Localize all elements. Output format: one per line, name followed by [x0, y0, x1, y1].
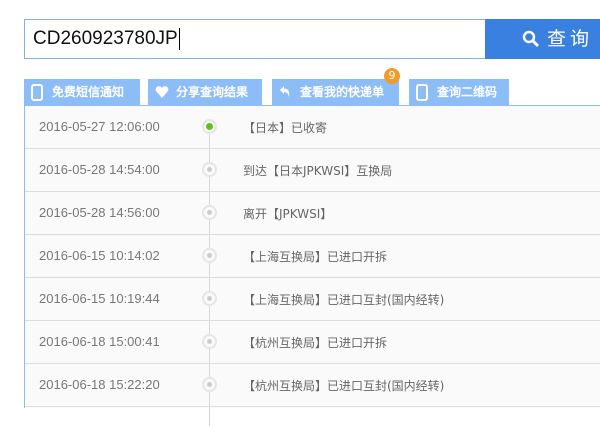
- timeline-dot-icon: [202, 162, 217, 177]
- event-description: 离开【JPKWSI】: [243, 207, 333, 221]
- event-description: 【上海互换局】已进口互封(国内经转): [243, 293, 445, 307]
- order-count-badge: 9: [384, 68, 400, 84]
- search-button-label: 查询: [547, 28, 594, 50]
- tab-qrcode[interactable]: 查询二维码: [409, 79, 509, 105]
- timeline-dot-icon: [202, 334, 217, 349]
- heart-icon: [155, 86, 169, 98]
- tab-my-orders[interactable]: 查看我的快递单: [272, 79, 399, 105]
- event-description: 【杭州互换局】已进口开拆: [243, 336, 388, 350]
- event-time: 2016-06-15 10:19:44: [39, 291, 160, 306]
- event-time: 2016-06-15 10:14:02: [39, 248, 160, 263]
- tab-share-result[interactable]: 分享查询结果: [148, 79, 262, 105]
- event-description: 到达【日本JPKWSI】互换局: [243, 164, 393, 178]
- event-time: 2016-05-28 14:56:00: [39, 205, 160, 220]
- timeline-event: 2016-06-18 15:00:41 【杭州互换局】已进口开拆: [25, 321, 600, 364]
- tab-sms-notify[interactable]: 免费短信通知: [24, 79, 140, 105]
- input-value: CD260923780JP: [33, 28, 178, 49]
- tracking-timeline: 2016-05-27 12:06:00 【日本】已收寄 2016-05-28 14:…: [24, 105, 600, 426]
- event-description: 【上海互换局】已进口开拆: [243, 250, 388, 264]
- text-caret: [178, 27, 180, 50]
- event-description: 【日本】已收寄: [243, 121, 328, 135]
- timeline-event: 2016-05-28 14:56:00 离开【JPKWSI】: [25, 192, 600, 235]
- tab-label: 查询二维码: [437, 85, 498, 99]
- timeline-dot-icon: [202, 119, 217, 134]
- timeline-event: 2016-06-15 10:19:44 【上海互换局】已进口互封(国内经转): [25, 278, 600, 321]
- timeline-event: 2016-06-18 15:22:20 【杭州互换局】已进口互封(国内经转): [25, 364, 600, 407]
- event-time: 2016-05-28 14:54:00: [39, 162, 160, 177]
- search-icon: [522, 30, 540, 48]
- timeline-dot-icon: [202, 205, 217, 220]
- event-time: 2016-06-18 15:22:20: [39, 377, 160, 392]
- tab-label: 免费短信通知: [52, 85, 125, 99]
- event-time: 2016-05-27 12:06:00: [39, 119, 160, 134]
- search-button[interactable]: 查询: [485, 19, 600, 59]
- timeline-event: 2016-05-27 12:06:00 【日本】已收寄: [25, 106, 600, 149]
- event-description: 【杭州互换局】已进口互封(国内经转): [243, 379, 445, 393]
- tracking-number-input[interactable]: CD260923780JP: [24, 19, 486, 59]
- timeline-line: [209, 126, 210, 426]
- phone-icon: [416, 84, 428, 101]
- tab-label: 分享查询结果: [176, 85, 249, 99]
- timeline-dot-icon: [202, 377, 217, 392]
- event-time: 2016-06-18 15:00:41: [39, 334, 160, 349]
- reply-icon: [280, 86, 290, 97]
- timeline-event: 2016-05-28 14:54:00 到达【日本JPKWSI】互换局: [25, 149, 600, 192]
- timeline-dot-icon: [202, 291, 217, 306]
- tab-label: 查看我的快递单: [300, 85, 385, 99]
- timeline-event: 2016-06-15 10:14:02 【上海互换局】已进口开拆: [25, 235, 600, 278]
- phone-icon: [31, 84, 43, 101]
- timeline-dot-icon: [202, 248, 217, 263]
